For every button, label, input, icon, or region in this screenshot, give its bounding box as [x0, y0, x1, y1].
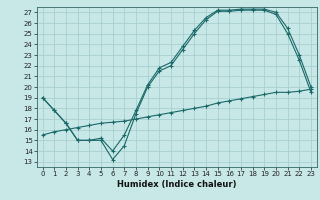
X-axis label: Humidex (Indice chaleur): Humidex (Indice chaleur) — [117, 180, 236, 189]
